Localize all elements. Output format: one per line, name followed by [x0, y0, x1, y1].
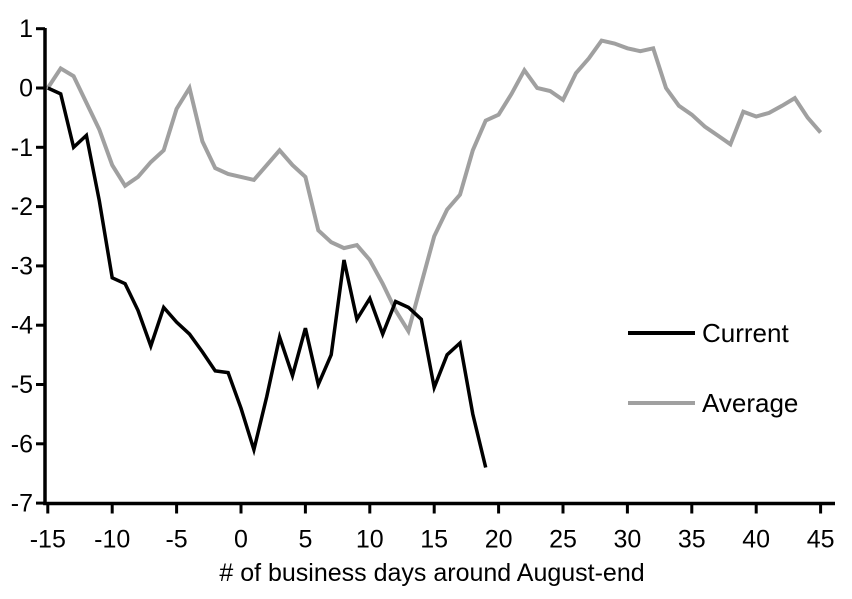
- series-line-current: [47, 86, 488, 468]
- y-tick-label: 1: [19, 15, 33, 43]
- x-tick-label: 25: [549, 526, 577, 554]
- y-tick-label: 0: [19, 75, 33, 103]
- y-tick-label: -6: [11, 430, 33, 458]
- legend: Current Average: [628, 318, 798, 418]
- y-tick-label: -4: [11, 312, 33, 340]
- x-axis-title: # of business days around August-end: [219, 559, 644, 587]
- x-tick-label: 45: [807, 526, 835, 554]
- x-tick-label: 10: [356, 526, 384, 554]
- x-tick-label: -5: [165, 526, 187, 554]
- legend-current-label: Current: [702, 318, 789, 348]
- x-tick-label: 30: [613, 526, 641, 554]
- y-tick-label: -2: [11, 193, 33, 221]
- x-tick-label: 35: [678, 526, 706, 554]
- x-tick-label: 15: [420, 526, 448, 554]
- x-tick-label: 5: [298, 526, 312, 554]
- x-tick-label: 20: [485, 526, 513, 554]
- x-tick-label: 40: [742, 526, 770, 554]
- series-line-average: [46, 38, 823, 337]
- x-tick-label: -15: [30, 526, 66, 554]
- plot-area: 10-1-2-3-4-5-6-7-15 -10 -5 0 5 10 15 20 25 30 35 40…: [11, 15, 835, 554]
- y-tick-label: -7: [11, 490, 33, 518]
- x-tick-label: 0: [234, 526, 248, 554]
- y-tick-label: -3: [11, 252, 33, 280]
- y-tick-label: -1: [11, 134, 33, 162]
- legend-average-label: Average: [702, 388, 798, 418]
- x-tick-label: -10: [94, 526, 130, 554]
- y-tick-label: -5: [11, 371, 33, 399]
